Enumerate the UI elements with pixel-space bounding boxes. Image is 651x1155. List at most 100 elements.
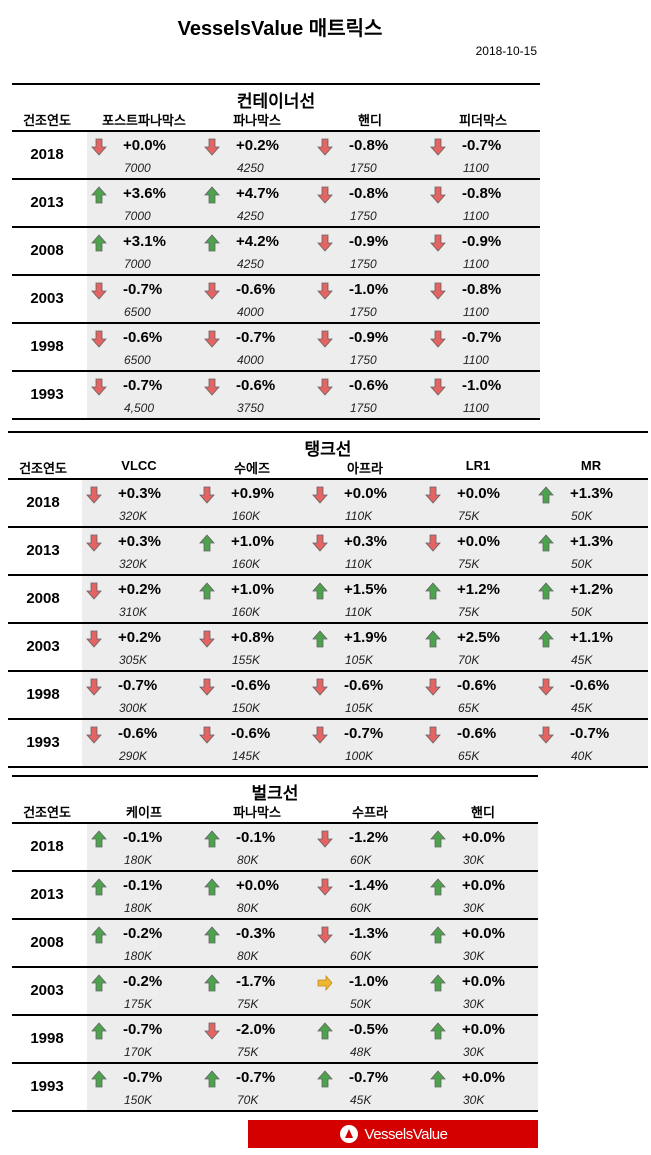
size-label: 320K — [119, 557, 148, 571]
row-background — [87, 824, 538, 870]
arrow-down-icon — [317, 926, 333, 944]
size-label: 4000 — [237, 305, 264, 319]
arrow-down-icon — [312, 678, 328, 696]
change-percent: -0.7% — [123, 1069, 163, 1086]
arrow-down-icon — [199, 678, 215, 696]
column-header: LR1 — [465, 458, 491, 473]
arrow-down-icon — [312, 534, 328, 552]
size-label: 300K — [119, 701, 148, 715]
size-label: 50K — [571, 509, 593, 523]
change-percent: -0.7% — [344, 725, 384, 742]
size-label: 50K — [571, 557, 593, 571]
size-label: 6500 — [124, 353, 151, 367]
change-percent: +1.2% — [457, 581, 500, 598]
change-percent: +4.7% — [236, 185, 279, 202]
arrow-right-icon — [317, 974, 333, 992]
arrow-up-icon — [204, 926, 220, 944]
size-label: 1750 — [350, 401, 377, 415]
change-percent: -0.2% — [123, 973, 163, 990]
size-label: 75K — [458, 605, 480, 619]
size-label: 65K — [458, 701, 480, 715]
change-percent: -0.6% — [231, 725, 271, 742]
size-label: 110K — [345, 605, 373, 619]
size-label: 7000 — [124, 161, 151, 175]
section-top-line — [12, 775, 538, 777]
row-year: 2013 — [30, 886, 64, 903]
change-percent: -0.7% — [570, 725, 610, 742]
change-percent: +0.2% — [118, 629, 161, 646]
size-label: 4250 — [237, 161, 264, 175]
size-label: 4000 — [237, 353, 264, 367]
arrow-down-icon — [317, 330, 333, 348]
row-year: 2003 — [30, 982, 64, 999]
row-divider — [12, 322, 540, 324]
change-percent: -0.8% — [462, 185, 502, 202]
change-percent: +1.0% — [231, 581, 274, 598]
arrow-down-icon — [86, 678, 102, 696]
arrow-down-icon — [91, 282, 107, 300]
size-label: 30K — [463, 853, 485, 867]
row-year: 2003 — [30, 290, 64, 307]
arrow-up-icon — [425, 582, 441, 600]
change-percent: +0.2% — [118, 581, 161, 598]
arrow-up-icon — [204, 878, 220, 896]
size-label: 1750 — [350, 209, 377, 223]
row-background — [87, 228, 540, 274]
arrow-up-icon — [91, 830, 107, 848]
size-label: 1100 — [463, 353, 489, 367]
row-background — [82, 528, 648, 574]
arrow-down-icon — [199, 726, 215, 744]
row-background — [82, 576, 648, 622]
row-background — [87, 968, 538, 1014]
arrow-down-icon — [312, 486, 328, 504]
arrow-down-icon — [317, 234, 333, 252]
size-label: 65K — [458, 749, 480, 763]
size-label: 1100 — [463, 161, 489, 175]
size-label: 30K — [463, 997, 485, 1011]
change-percent: +3.6% — [123, 185, 166, 202]
row-background — [87, 132, 540, 178]
size-label: 150K — [124, 1093, 153, 1107]
row-background — [82, 624, 648, 670]
size-label: 30K — [463, 949, 485, 963]
arrow-up-icon — [91, 186, 107, 204]
arrow-up-icon — [199, 582, 215, 600]
change-percent: -0.6% — [344, 677, 384, 694]
arrow-up-icon — [204, 234, 220, 252]
change-percent: -1.7% — [236, 973, 276, 990]
arrow-up-icon — [312, 582, 328, 600]
row-year: 2008 — [26, 590, 60, 607]
size-label: 4250 — [237, 257, 264, 271]
arrow-down-icon — [312, 726, 328, 744]
section-top-line — [8, 431, 648, 433]
row-year: 2018 — [30, 838, 64, 855]
header-line — [8, 478, 648, 480]
change-percent: +0.0% — [236, 877, 279, 894]
change-percent: +0.3% — [344, 533, 387, 550]
arrow-down-icon — [204, 282, 220, 300]
change-percent: +4.2% — [236, 233, 279, 250]
arrow-down-icon — [86, 630, 102, 648]
arrow-down-icon — [430, 282, 446, 300]
column-header: 수프라 — [352, 805, 388, 820]
arrow-down-icon — [425, 678, 441, 696]
change-percent: -0.9% — [349, 329, 389, 346]
header-line — [12, 822, 538, 824]
column-header: 수에즈 — [234, 461, 270, 476]
size-label: 145K — [232, 749, 261, 763]
size-label: 305K — [119, 653, 148, 667]
row-year: 2003 — [26, 638, 60, 655]
arrow-up-icon — [430, 926, 446, 944]
arrow-up-icon — [312, 630, 328, 648]
arrow-up-icon — [538, 534, 554, 552]
row-divider — [12, 370, 540, 372]
change-percent: -0.7% — [236, 1069, 276, 1086]
arrow-down-icon — [317, 878, 333, 896]
arrow-down-icon — [91, 330, 107, 348]
arrow-up-icon — [538, 630, 554, 648]
change-percent: -0.6% — [457, 725, 497, 742]
size-label: 45K — [350, 1093, 372, 1107]
year-column-header: 건조연도 — [19, 461, 67, 476]
row-divider — [12, 418, 540, 420]
change-percent: +0.3% — [118, 485, 161, 502]
